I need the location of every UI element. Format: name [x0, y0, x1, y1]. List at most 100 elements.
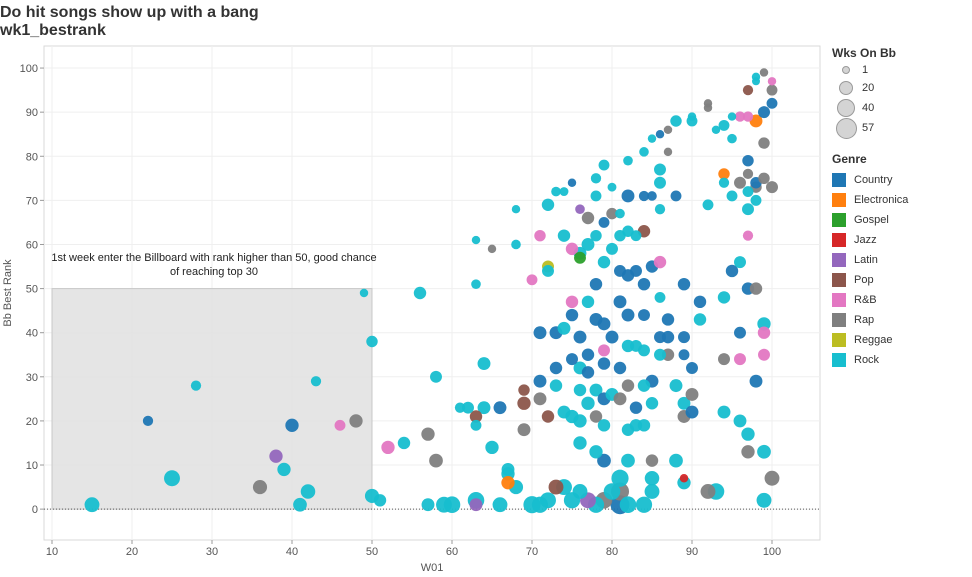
data-point: [677, 396, 691, 410]
genre-legend-item[interactable]: Latin: [832, 250, 962, 270]
data-point: [533, 374, 547, 388]
data-point: [742, 230, 754, 241]
genre-legend-label: Latin: [854, 254, 878, 266]
genre-legend-item[interactable]: R&B: [832, 290, 962, 310]
genre-legend-label: Pop: [854, 274, 874, 286]
data-point: [766, 84, 778, 96]
data-point: [533, 392, 547, 406]
size-legend-item: 20: [832, 80, 962, 102]
data-point: [589, 410, 603, 423]
data-point: [421, 427, 435, 441]
data-point: [685, 405, 699, 419]
data-point: [645, 454, 659, 467]
data-point: [598, 159, 610, 171]
y-axis-label: Bb Best Rank: [2, 259, 14, 327]
data-point: [647, 134, 657, 143]
data-point: [693, 313, 707, 326]
data-point: [581, 211, 595, 225]
data-point: [557, 321, 571, 335]
data-point: [430, 370, 442, 383]
genre-legend-item[interactable]: Jazz: [832, 230, 962, 250]
data-point: [621, 189, 635, 203]
data-point: [615, 208, 625, 219]
data-point: [549, 361, 563, 375]
data-point: [757, 444, 771, 459]
data-point: [742, 154, 754, 167]
data-point: [606, 207, 618, 220]
size-legend-label: 20: [862, 82, 875, 94]
data-point: [436, 496, 452, 513]
data-point: [164, 470, 180, 487]
data-point: [614, 264, 626, 277]
size-legend-label: 57: [862, 122, 875, 134]
data-point: [759, 68, 769, 77]
data-point: [725, 264, 739, 278]
data-point: [485, 440, 499, 455]
data-point: [687, 112, 697, 121]
genre-legend-label: Gospel: [854, 214, 889, 226]
data-point: [603, 483, 621, 500]
data-point: [670, 115, 682, 127]
data-point: [670, 190, 682, 202]
x-tick-label: 100: [763, 546, 781, 558]
data-point: [766, 97, 778, 109]
data-point: [623, 155, 633, 166]
data-point: [758, 137, 770, 149]
y-tick-label: 90: [26, 107, 38, 119]
data-point: [655, 129, 665, 139]
genre-legend-label: Country: [854, 174, 893, 186]
data-point: [559, 187, 569, 196]
genre-legend-item[interactable]: Country: [832, 170, 962, 190]
genre-legend-label: Electronica: [854, 194, 909, 206]
data-point: [542, 264, 554, 277]
data-point: [654, 176, 666, 189]
data-point: [752, 77, 760, 86]
size-legend-label: 40: [862, 102, 875, 114]
data-point: [742, 168, 754, 180]
genre-legend-item[interactable]: Electronica: [832, 190, 962, 210]
x-tick-label: 30: [206, 546, 218, 558]
data-point: [717, 405, 731, 419]
data-point: [637, 379, 651, 392]
data-point: [663, 125, 673, 135]
data-point: [677, 277, 691, 291]
genre-legend-label: R&B: [854, 294, 877, 306]
genre-legend-item[interactable]: Gospel: [832, 210, 962, 230]
y-tick-label: 70: [26, 195, 38, 207]
x-tick-label: 40: [286, 546, 298, 558]
data-point: [517, 423, 531, 437]
data-point: [575, 204, 585, 215]
data-point: [590, 229, 602, 242]
data-point: [469, 498, 483, 512]
data-point: [637, 419, 651, 432]
data-point: [606, 242, 618, 255]
genre-legend-item[interactable]: Rock: [832, 350, 962, 370]
data-point: [654, 291, 666, 303]
data-point: [471, 279, 481, 289]
y-tick-label: 30: [26, 372, 38, 384]
data-point: [548, 479, 564, 495]
genre-legend-label: Rock: [854, 354, 880, 366]
size-legend-label: 1: [862, 64, 869, 76]
genre-swatch: [832, 233, 846, 247]
data-point: [565, 295, 579, 309]
genre-legend-item[interactable]: Reggae: [832, 330, 962, 350]
data-point: [702, 199, 714, 211]
genre-legend-item[interactable]: Pop: [832, 270, 962, 290]
genre-legend-item[interactable]: Rap: [832, 310, 962, 330]
y-tick-label: 20: [26, 416, 38, 428]
data-point: [639, 147, 649, 157]
data-point: [750, 194, 762, 206]
data-point: [741, 427, 755, 441]
data-point: [462, 401, 474, 414]
data-point: [269, 449, 283, 463]
x-tick-label: 20: [126, 546, 138, 558]
data-point: [517, 396, 531, 410]
data-point: [758, 348, 770, 361]
genre-swatch: [832, 273, 846, 287]
data-point: [654, 331, 666, 344]
size-legend-circle: [842, 66, 850, 74]
data-point: [718, 168, 730, 180]
data-point: [669, 453, 683, 468]
